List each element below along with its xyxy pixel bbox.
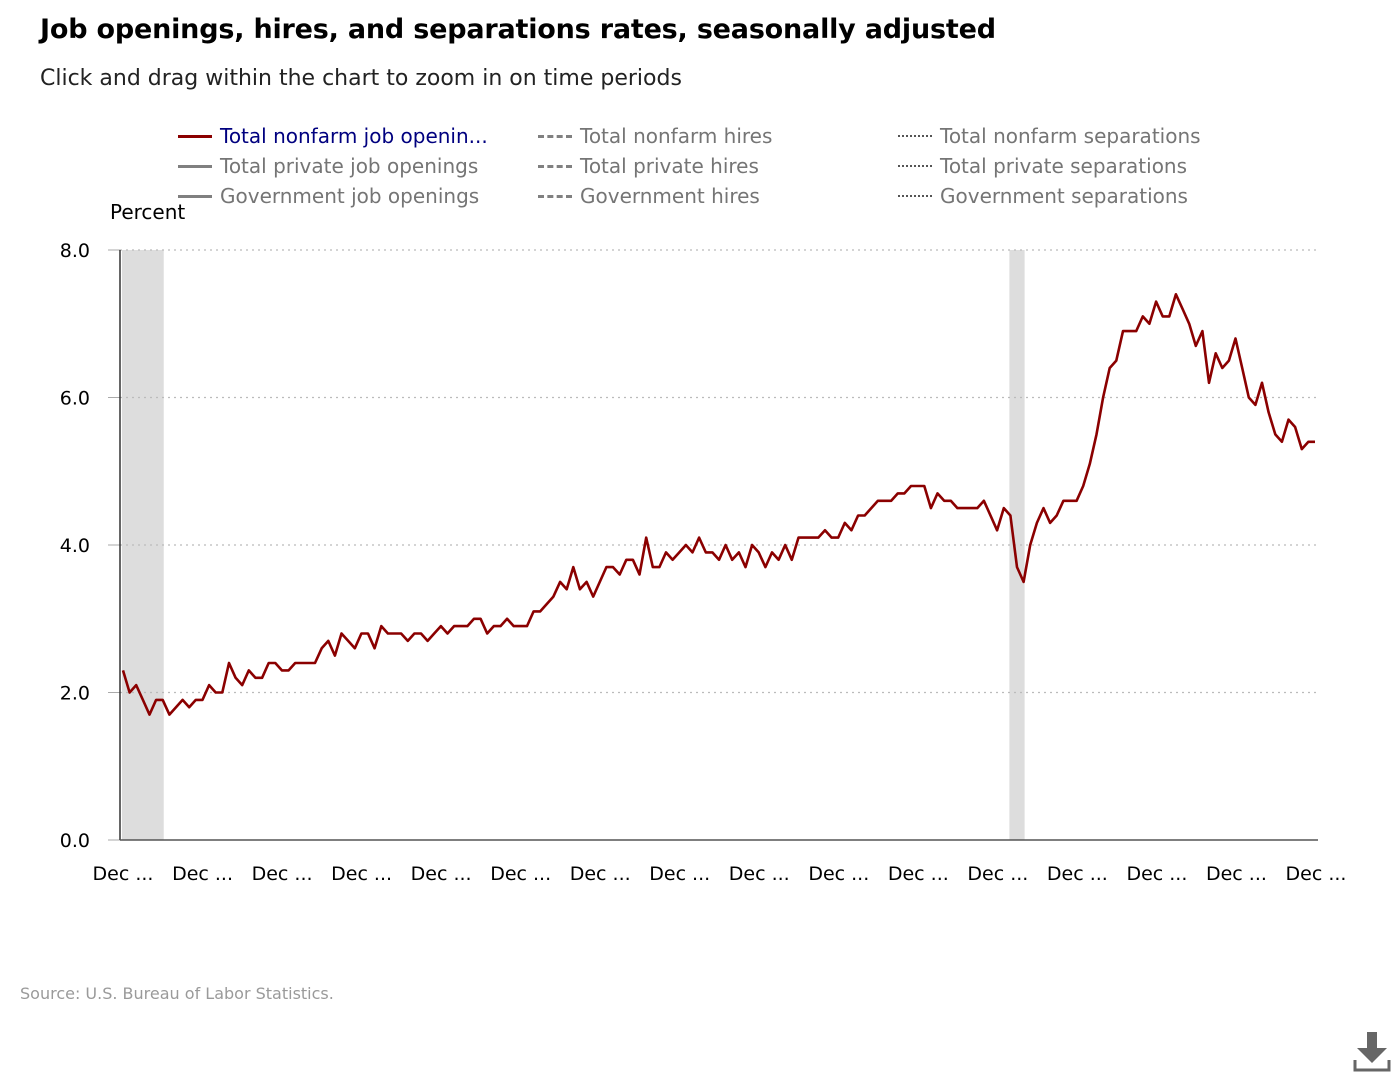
chart-subtitle: Click and drag within the chart to zoom … xyxy=(40,66,682,91)
legend-swatch xyxy=(178,194,212,198)
legend-label: Government job openings xyxy=(220,184,480,208)
legend-swatch xyxy=(898,195,932,197)
legend-swatch xyxy=(178,134,212,138)
x-tick-label: Dec ... xyxy=(729,863,790,885)
legend-item[interactable]: Total private separations xyxy=(898,152,1187,180)
x-tick-label: Dec ... xyxy=(331,863,392,885)
x-tick-label: Dec ... xyxy=(570,863,631,885)
y-tick-label: 6.0 xyxy=(60,388,90,410)
chart-title: Job openings, hires, and separations rat… xyxy=(40,14,996,45)
legend-swatch xyxy=(898,165,932,167)
x-tick-label: Dec ... xyxy=(967,863,1028,885)
legend-swatch xyxy=(538,134,572,138)
legend-item[interactable]: Total nonfarm separations xyxy=(898,122,1201,150)
legend-item[interactable]: Government job openings xyxy=(178,182,479,210)
y-tick-label: 2.0 xyxy=(60,683,90,705)
series-line[interactable] xyxy=(121,293,1315,716)
x-tick-label: Dec ... xyxy=(93,863,154,885)
legend-item[interactable]: Total nonfarm hires xyxy=(538,122,772,150)
x-tick-label: Dec ... xyxy=(1126,863,1187,885)
x-tick-label: Dec ... xyxy=(808,863,869,885)
legend-item[interactable]: Government hires xyxy=(538,182,760,210)
legend-swatch xyxy=(538,164,572,168)
y-axis-label: Percent xyxy=(110,200,186,224)
legend-label: Total private job openings xyxy=(220,154,479,178)
legend-item[interactable]: Total nonfarm job openin... xyxy=(178,122,488,150)
legend-label: Government hires xyxy=(580,184,760,208)
legend-swatch xyxy=(898,135,932,137)
legend: Total nonfarm job openin... Total nonfarm… xyxy=(178,122,1258,214)
legend-swatch xyxy=(178,164,212,168)
x-tick-label: Dec ... xyxy=(649,863,710,885)
legend-label: Total nonfarm job openin... xyxy=(220,124,488,148)
x-tick-label: Dec ... xyxy=(888,863,949,885)
legend-label: Total nonfarm hires xyxy=(580,124,773,148)
legend-swatch xyxy=(538,194,572,198)
source-note: Source: U.S. Bureau of Labor Statistics. xyxy=(20,984,334,1003)
y-tick-label: 8.0 xyxy=(60,240,90,262)
line-chart[interactable]: 0.0 2.0 4.0 6.0 8.0 Dec ... Dec ... Dec ... Dec … xyxy=(0,0,1400,900)
legend-label: Government separations xyxy=(940,184,1188,208)
x-tick-label: Dec ... xyxy=(1206,863,1267,885)
y-tick-label: 0.0 xyxy=(60,830,90,852)
download-icon xyxy=(1353,1032,1391,1072)
legend-label: Total private separations xyxy=(940,154,1188,178)
legend-item[interactable]: Total private job openings xyxy=(178,152,478,180)
legend-item[interactable]: Total private hires xyxy=(538,152,759,180)
x-tick-label: Dec ... xyxy=(172,863,233,885)
legend-label: Total private hires xyxy=(580,154,759,178)
recession-band xyxy=(1009,250,1025,840)
x-tick-label: Dec ... xyxy=(252,863,313,885)
x-tick-label: Dec ... xyxy=(490,863,551,885)
download-button[interactable] xyxy=(1352,1030,1392,1072)
y-tick-label: 4.0 xyxy=(60,535,90,557)
legend-item[interactable]: Government separations xyxy=(898,182,1188,210)
x-tick-label: Dec ... xyxy=(1286,863,1347,885)
x-tick-label: Dec ... xyxy=(1047,863,1108,885)
legend-label: Total nonfarm separations xyxy=(940,124,1201,148)
x-tick-label: Dec ... xyxy=(411,863,472,885)
